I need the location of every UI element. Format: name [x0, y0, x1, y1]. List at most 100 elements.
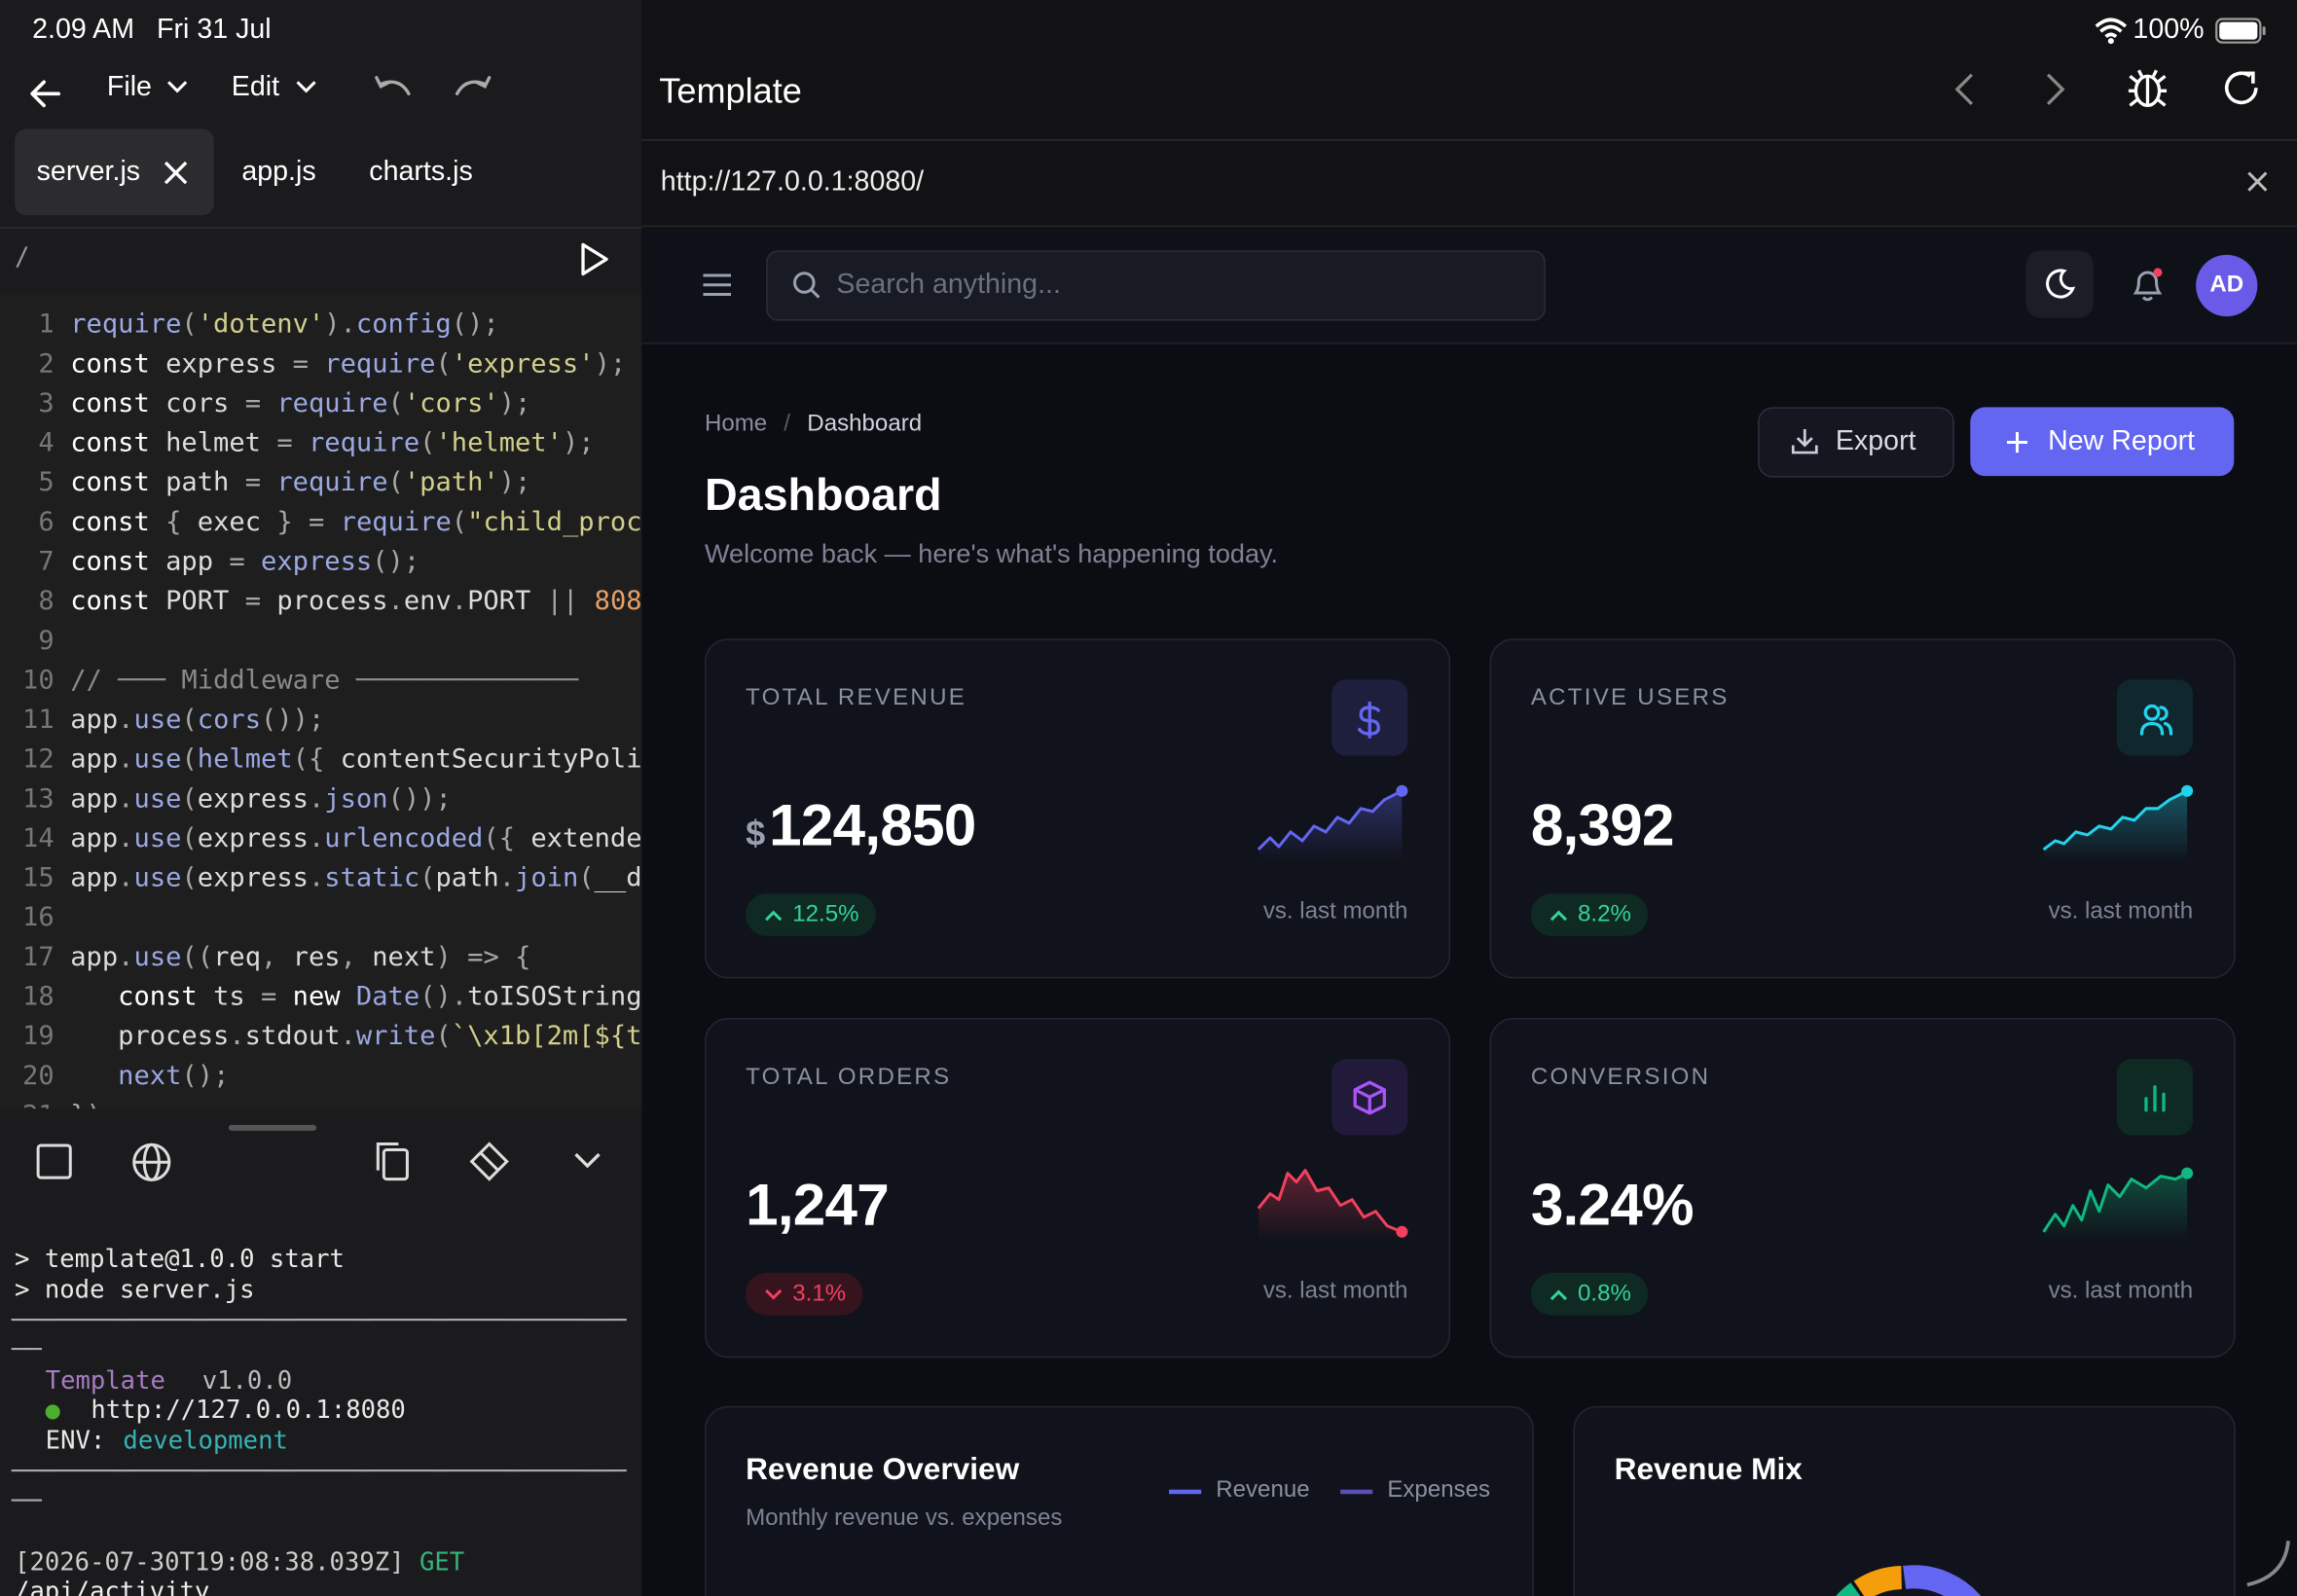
- code-token: app: [70, 783, 119, 815]
- undo-button[interactable]: [374, 73, 412, 96]
- menu-edit[interactable]: Edit: [231, 71, 280, 103]
- close-url[interactable]: [2247, 171, 2268, 192]
- drag-handle[interactable]: [228, 1124, 317, 1131]
- page-title: Dashboard: [704, 468, 942, 521]
- reload-button[interactable]: [2222, 69, 2260, 107]
- stat-label: CONVERSION: [1530, 1065, 1711, 1090]
- code-token: (: [578, 862, 595, 894]
- page-subtitle: Welcome back — here's what's happening t…: [704, 538, 1279, 568]
- code-token: [276, 981, 292, 1012]
- code-line: // ─── Middleware ──────────────: [70, 661, 578, 701]
- code-token: cors: [197, 704, 262, 736]
- line-number: 13: [22, 783, 55, 815]
- back-button[interactable]: [29, 79, 61, 108]
- code-token: express: [165, 348, 277, 380]
- resize-handle[interactable]: [2242, 1538, 2291, 1587]
- trend-arrow: [1550, 910, 1568, 922]
- globe-button[interactable]: [131, 1143, 171, 1182]
- code-token: use: [133, 941, 182, 973]
- tab-label[interactable]: server.js: [36, 157, 141, 188]
- code-token: .: [451, 586, 468, 617]
- active-tab[interactable]: [15, 128, 214, 216]
- export-label[interactable]: Export: [1835, 425, 1916, 457]
- tab-label[interactable]: charts.js: [369, 157, 473, 188]
- code-token: ).: [324, 308, 356, 341]
- line-number: 18: [22, 981, 55, 1013]
- collapse-button[interactable]: [574, 1152, 601, 1170]
- breadcrumb-home[interactable]: Home: [704, 411, 768, 437]
- code-token: [324, 507, 340, 538]
- card-title: Revenue Mix: [1614, 1453, 1803, 1487]
- code-token: (: [181, 704, 198, 736]
- code-token: [276, 942, 292, 973]
- code-token: (: [419, 862, 436, 894]
- code-token: config: [355, 308, 452, 341]
- terminal-command: > template@1.0.0 start: [15, 1245, 345, 1275]
- code-token: helmet: [197, 744, 293, 776]
- code-token: [150, 546, 165, 577]
- code-token: {: [515, 941, 531, 973]
- code-token: [181, 507, 197, 538]
- avatar[interactable]: AD: [2196, 254, 2258, 317]
- run-button[interactable]: [580, 241, 609, 276]
- close-tab[interactable]: [164, 161, 188, 185]
- sparkline: [2042, 784, 2194, 861]
- export-button[interactable]: [1758, 407, 1954, 478]
- code-token: =: [229, 546, 245, 578]
- code-token: [261, 507, 276, 538]
- code-token: stdout: [244, 1021, 341, 1052]
- nav-back[interactable]: [1954, 73, 1974, 106]
- code-token: const: [70, 467, 150, 498]
- search-placeholder[interactable]: Search anything...: [836, 269, 1061, 301]
- sparkline: [1257, 1169, 1408, 1241]
- code-token: path: [435, 862, 499, 894]
- code-token: =: [261, 981, 277, 1013]
- theme-toggle[interactable]: [2025, 250, 2094, 318]
- code-token: 'express': [451, 348, 595, 380]
- code-token: toISOString: [467, 981, 642, 1013]
- code-token: =: [292, 348, 309, 380]
- copy-button[interactable]: [375, 1141, 410, 1181]
- code-token: app: [70, 822, 119, 854]
- code-token: express: [197, 822, 309, 854]
- stat-icon: [1353, 1080, 1386, 1115]
- code-token: [150, 348, 165, 380]
- code-line: const PORT = process.env.PORT || 808: [70, 582, 641, 622]
- stat-icon: [1358, 701, 1380, 739]
- code-token: express: [261, 546, 373, 578]
- code-token: Date: [355, 981, 420, 1013]
- code-token: use: [133, 822, 182, 854]
- code-token: express: [197, 862, 309, 894]
- new-report-label[interactable]: New Report: [2048, 425, 2196, 457]
- notifications-button[interactable]: [2132, 268, 2164, 303]
- url-bar[interactable]: http://127.0.0.1:8080/: [660, 166, 925, 199]
- code-token: ({: [483, 822, 516, 854]
- menu-file[interactable]: File: [106, 71, 152, 103]
- code-token: );: [498, 467, 531, 498]
- code-token: const: [118, 981, 198, 1013]
- search-box[interactable]: [766, 250, 1546, 321]
- code-token: ({: [292, 744, 325, 776]
- trend-arrow: [765, 910, 783, 922]
- redo-button[interactable]: [455, 73, 492, 96]
- debug-button[interactable]: [2127, 66, 2168, 110]
- code-token: helmet: [165, 427, 262, 459]
- code-token: =: [244, 467, 262, 498]
- code-token: process: [118, 1021, 230, 1052]
- trend-arrow: [1550, 1289, 1568, 1301]
- code-token: extende: [530, 822, 642, 854]
- code-token: );: [498, 387, 531, 419]
- code-token: [213, 546, 229, 577]
- tab-label[interactable]: app.js: [241, 157, 316, 188]
- stop-button[interactable]: [36, 1143, 72, 1179]
- code-token: [229, 467, 244, 498]
- code-token: [293, 427, 309, 458]
- menu-button[interactable]: [703, 273, 732, 297]
- code-token: [309, 348, 324, 380]
- stat-label: TOTAL REVENUE: [746, 685, 967, 710]
- code-token: require: [70, 308, 182, 341]
- sparkline-area: [1258, 790, 1403, 861]
- nav-forward[interactable]: [2046, 73, 2065, 106]
- clear-button[interactable]: [469, 1141, 510, 1181]
- line-number: 19: [22, 1021, 55, 1052]
